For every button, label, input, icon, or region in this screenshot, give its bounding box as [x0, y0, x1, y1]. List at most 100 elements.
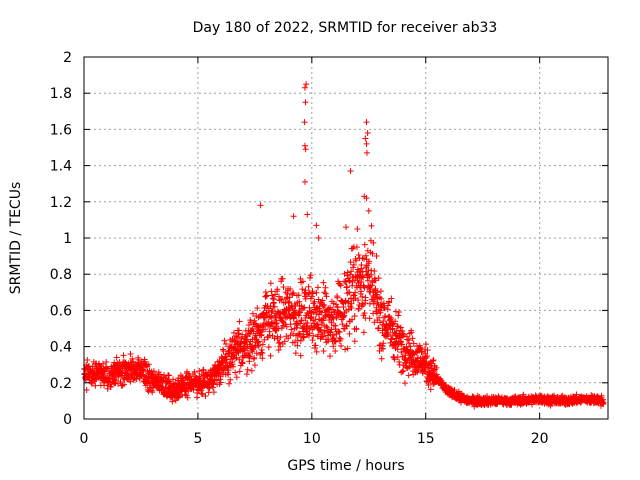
data-point	[400, 367, 407, 374]
data-point	[396, 359, 403, 366]
data-point	[107, 384, 114, 391]
data-point	[267, 313, 274, 320]
data-point	[395, 312, 402, 319]
data-point	[394, 354, 401, 361]
data-point	[360, 329, 367, 336]
data-point	[598, 392, 605, 399]
data-point	[277, 343, 284, 350]
data-point	[373, 253, 380, 259]
data-point	[287, 332, 294, 339]
data-point	[305, 283, 312, 290]
data-point	[320, 279, 327, 286]
data-point	[391, 356, 398, 363]
chart-title: Day 180 of 2022, SRMTID for receiver ab3…	[193, 20, 498, 36]
data-point	[222, 340, 229, 347]
data-point	[343, 323, 350, 330]
data-point	[113, 377, 120, 384]
data-point	[333, 301, 340, 308]
y-tick-label: 1.8	[50, 86, 72, 102]
data-point	[299, 278, 306, 285]
x-tick-label: 10	[303, 431, 321, 447]
data-point	[129, 355, 136, 362]
data-point	[299, 286, 306, 293]
data-point	[349, 245, 356, 252]
data-point	[358, 261, 365, 268]
data-point	[300, 323, 307, 330]
data-point	[380, 300, 387, 307]
data-point	[277, 314, 284, 321]
data-point	[429, 357, 436, 364]
x-tick-label: 15	[417, 431, 435, 447]
data-point	[259, 349, 266, 356]
data-point	[293, 324, 300, 331]
data-point	[319, 297, 326, 304]
data-point	[351, 292, 358, 299]
data-point	[369, 250, 376, 257]
data-point	[346, 277, 353, 284]
data-point	[127, 351, 134, 358]
data-point	[346, 330, 353, 337]
data-point	[294, 322, 301, 329]
data-point	[402, 380, 409, 387]
data-point	[225, 367, 232, 374]
data-point	[378, 295, 385, 302]
data-point	[103, 358, 110, 365]
data-point	[232, 369, 239, 376]
data-point	[404, 336, 411, 343]
data-point	[358, 288, 365, 295]
data-point	[261, 336, 268, 343]
data-point	[269, 292, 276, 299]
data-point	[276, 297, 283, 304]
y-tick-label: 0	[63, 412, 72, 428]
data-point	[150, 368, 157, 375]
data-point	[288, 326, 295, 333]
data-point	[320, 347, 327, 354]
data-point	[397, 324, 404, 331]
data-point	[346, 289, 353, 296]
data-point	[348, 268, 355, 275]
data-point	[303, 81, 310, 88]
data-point	[336, 329, 343, 336]
data-point	[330, 315, 337, 322]
data-point	[244, 366, 251, 373]
data-point	[405, 372, 412, 379]
data-point	[375, 275, 382, 282]
data-point	[273, 320, 280, 327]
data-point	[340, 313, 347, 320]
data-point	[364, 130, 371, 137]
data-point	[292, 350, 299, 357]
data-point	[236, 368, 243, 375]
data-point	[352, 289, 359, 296]
data-point	[302, 315, 309, 322]
data-point	[309, 290, 316, 297]
data-points	[81, 81, 607, 410]
data-point	[370, 239, 377, 246]
y-axis-label: SRMTID / TECUs	[8, 182, 24, 295]
data-point	[398, 349, 405, 356]
data-point	[263, 292, 270, 299]
data-point	[289, 290, 296, 297]
data-point	[362, 135, 369, 142]
data-point	[334, 294, 341, 301]
data-point	[343, 224, 349, 231]
data-point	[395, 309, 402, 316]
data-point	[273, 326, 280, 333]
data-point	[366, 315, 373, 322]
data-point	[371, 267, 378, 274]
y-tick-label: 1.2	[50, 195, 72, 211]
data-point	[287, 285, 294, 292]
data-point	[358, 278, 365, 285]
data-point	[88, 380, 95, 387]
data-point	[355, 306, 362, 313]
data-point	[301, 119, 308, 126]
data-point	[322, 290, 329, 297]
data-point	[365, 266, 372, 273]
data-point	[236, 318, 243, 325]
data-point	[251, 354, 258, 361]
y-tick-label: 1.6	[50, 122, 72, 138]
data-point	[318, 309, 325, 316]
data-point	[198, 390, 205, 397]
axis-ticks	[83, 56, 608, 420]
data-point	[307, 272, 314, 279]
